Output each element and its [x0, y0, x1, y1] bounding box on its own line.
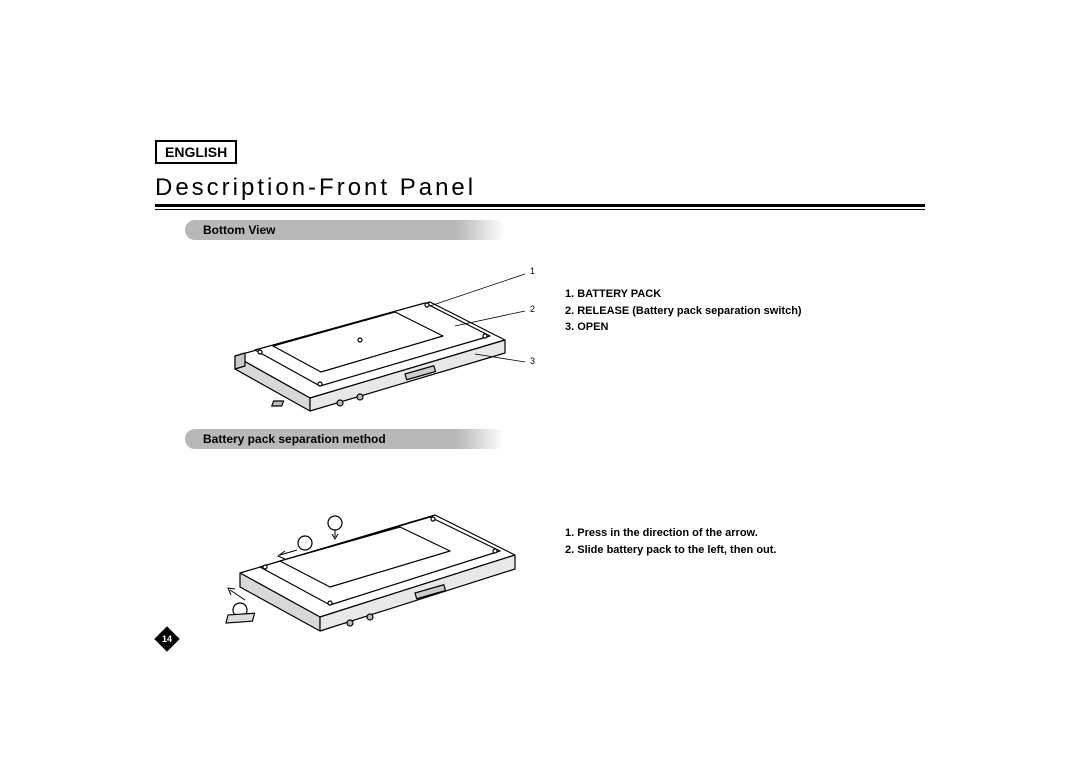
- caption-line: 2. RELEASE (Battery pack separation swit…: [565, 303, 802, 320]
- caption-line: 2. Slide battery pack to the left, then …: [565, 542, 776, 559]
- caption-line: 1. Press in the direction of the arrow.: [565, 525, 776, 542]
- section-heading-separation: Battery pack separation method: [185, 429, 505, 449]
- language-box: ENGLISH: [155, 140, 237, 164]
- caption-line: 1. BATTERY PACK: [565, 286, 802, 303]
- bottom-view-diagram: 1 2 3: [185, 246, 545, 421]
- page-title: Description-Front Panel: [155, 174, 925, 202]
- language-label: ENGLISH: [165, 144, 227, 160]
- svg-text:1: 1: [302, 539, 307, 549]
- page-number-badge: 14: [154, 626, 179, 651]
- section-heading-bottom-view: Bottom View: [185, 220, 505, 240]
- label-1: 1: [530, 266, 535, 276]
- label-3: 3: [530, 356, 535, 366]
- caption-line: 3. OPEN: [565, 319, 802, 336]
- separation-caption: 1. Press in the direction of the arrow. …: [565, 525, 776, 558]
- bottom-view-caption: 1. BATTERY PACK 2. RELEASE (Battery pack…: [565, 286, 802, 336]
- separation-diagram: 2 1 3: [185, 455, 545, 645]
- title-rule: [155, 204, 925, 210]
- svg-text:2: 2: [332, 519, 337, 529]
- page-number: 14: [158, 630, 176, 648]
- label-2: 2: [530, 304, 535, 314]
